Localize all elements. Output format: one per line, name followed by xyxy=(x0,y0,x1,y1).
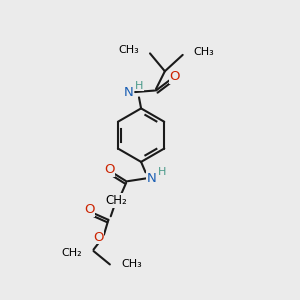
Text: O: O xyxy=(84,203,94,216)
Text: O: O xyxy=(93,231,104,244)
Text: CH₃: CH₃ xyxy=(119,45,140,56)
Text: H: H xyxy=(135,80,143,91)
Text: CH₂: CH₂ xyxy=(61,248,82,257)
Text: H: H xyxy=(158,167,166,177)
Text: N: N xyxy=(123,85,133,98)
Text: N: N xyxy=(147,172,156,185)
Text: O: O xyxy=(104,164,115,176)
Text: CH₂: CH₂ xyxy=(106,194,128,207)
Text: O: O xyxy=(169,70,180,83)
Text: CH₃: CH₃ xyxy=(122,260,142,269)
Text: CH₃: CH₃ xyxy=(193,47,214,57)
